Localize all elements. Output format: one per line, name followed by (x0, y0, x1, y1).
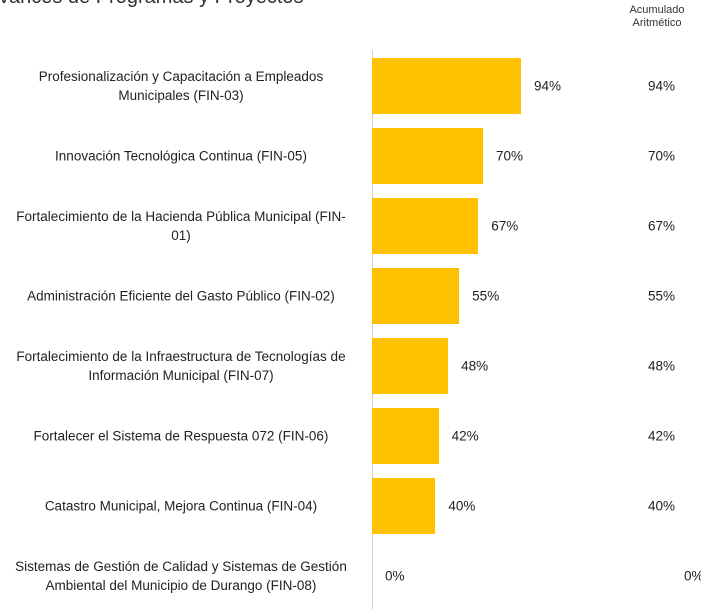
value-label: 67% (491, 218, 519, 234)
value-label: 42% (451, 428, 479, 444)
bar (372, 408, 439, 464)
bar (372, 128, 483, 184)
value-label: 94% (533, 78, 562, 94)
category-label: Fortalecer el Sistema de Respuesta 072 (… (0, 427, 362, 446)
category-text: Fortalecimiento de la Hacienda Pública M… (16, 209, 346, 243)
category-text: Sistemas de Gestión de Calidad y Sistema… (15, 559, 347, 593)
cumulative-label: 67% (648, 218, 676, 234)
value-label: 70% (495, 148, 523, 164)
category-text: Catastro Municipal, Mejora Continua (FIN… (44, 498, 318, 514)
category-text: Innovación Tecnológica Continua (FIN-05) (55, 148, 307, 164)
bar (372, 198, 479, 254)
category-text: Fortalecer el Sistema de Respuesta 072 (… (33, 428, 329, 444)
category-label: Innovación Tecnológica Continua (FIN-05) (0, 147, 362, 166)
cumulative-label: 94% (648, 78, 676, 94)
column-header: Acumulado Aritmético (612, 4, 701, 30)
category-label: Catastro Municipal, Mejora Continua (FIN… (0, 497, 362, 516)
cumulative-label: 40% (648, 498, 676, 514)
column-header-line: Aritmético (632, 17, 682, 29)
value-label: 48% (461, 358, 489, 374)
value-label: 55% (472, 288, 500, 304)
cumulative-label: 0% (684, 568, 701, 584)
cumulative-label: 55% (648, 288, 676, 304)
value-label: 0% (385, 568, 405, 584)
bar (372, 268, 460, 324)
cumulative-label: 70% (648, 148, 676, 164)
category-text: Profesionalización y Capacitación a Empl… (38, 69, 324, 103)
category-label: Profesionalización y Capacitación a Empl… (0, 67, 362, 105)
column-header-line: Acumulado (629, 4, 685, 16)
chart-title: Avances de Programas y Proyectos (0, 0, 304, 9)
category-label: Fortalecimiento de la Infraestructura de… (0, 347, 362, 385)
cumulative-label: 48% (648, 358, 676, 374)
bar (372, 58, 521, 114)
bar (372, 478, 436, 534)
category-label: Sistemas de Gestión de Calidad y Sistema… (0, 557, 362, 595)
category-label: Fortalecimiento de la Hacienda Pública M… (0, 207, 362, 245)
category-text: Administración Eficiente del Gasto Públi… (27, 288, 335, 304)
cumulative-label: 42% (648, 428, 676, 444)
value-label: 40% (448, 498, 476, 514)
category-label: Administración Eficiente del Gasto Públi… (0, 287, 362, 306)
axis-line (372, 50, 373, 609)
bar (372, 338, 449, 394)
category-text: Fortalecimiento de la Infraestructura de… (16, 349, 346, 383)
